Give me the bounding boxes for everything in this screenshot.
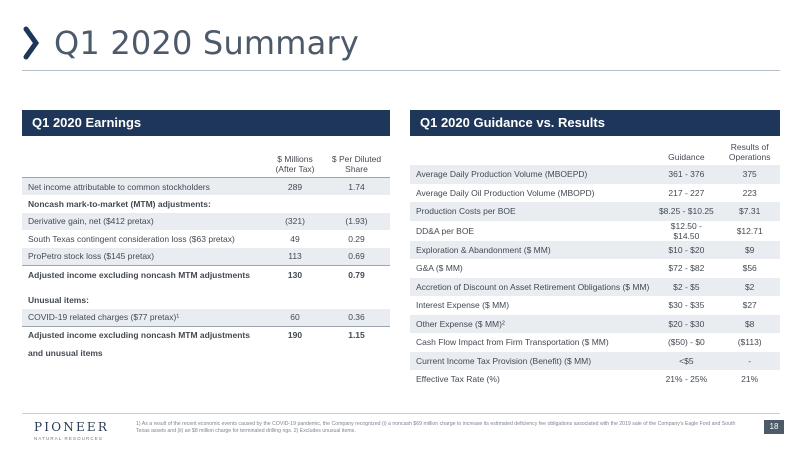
chevron-right-icon — [23, 26, 40, 60]
pioneer-logo: PIONEER NATURAL RESOURCES — [34, 420, 114, 444]
table-row: Other Expense ($ MM)² $20 - $30 $8 — [410, 314, 780, 333]
guidance-header: Q1 2020 Guidance vs. Results — [410, 110, 780, 136]
page-number: 18 — [764, 420, 784, 434]
table-row: Accretion of Discount on Asset Retiremen… — [410, 277, 780, 296]
table-row: Noncash mark-to-market (MTM) adjustments… — [28, 198, 211, 209]
footer-divider — [22, 413, 780, 414]
table-row: Derivative gain, net ($412 pretax) (321)… — [22, 212, 390, 231]
earnings-panel: Q1 2020 Earnings $ Millions (After Tax) … — [22, 110, 390, 361]
table-row: Current Income Tax Provision (Benefit) (… — [410, 351, 780, 370]
col-results-header: Results of Operations — [728, 142, 771, 162]
logo-name: PIONEER — [34, 420, 110, 434]
earnings-table: $ Millions (After Tax) $ Per Diluted Sha… — [22, 154, 390, 361]
table-row: Cash Flow Impact from Firm Transportatio… — [416, 337, 762, 348]
table-row: G&A ($ MM) $72 - $82 $56 — [416, 263, 757, 274]
table-row: DD&A per BOE $12.50 - $14.50 $12.71 — [416, 220, 763, 241]
table-row: South Texas contingent consideration los… — [28, 234, 365, 245]
table-row: Average Daily Oil Production Volume (MBO… — [416, 187, 757, 198]
earnings-header: Q1 2020 Earnings — [22, 110, 390, 136]
footnote: 1) As a result of the recent economic ev… — [136, 421, 736, 434]
col-per-share-header: $ Per Diluted Share — [331, 154, 382, 174]
table-row: Adjusted income excluding noncash MTM ad… — [22, 325, 390, 344]
table-row: Interest Expense ($ MM) $30 - $35 $27 — [416, 300, 757, 311]
table-row: Unusual items: — [28, 294, 89, 305]
guidance-table: Guidance Results of Operations Average D… — [410, 142, 780, 389]
col-millions-header: $ Millions (After Tax) — [275, 154, 315, 174]
title-divider — [22, 70, 780, 71]
col-guidance-header: Guidance — [668, 152, 705, 162]
table-row: and unusual items — [28, 347, 103, 358]
table-row: Exploration & Abandonment ($ MM) $10 - $… — [410, 240, 780, 259]
page-title: Q1 2020 Summary — [54, 24, 359, 62]
table-row: Net income attributable to common stockh… — [22, 177, 390, 196]
table-row: Average Daily Production Volume (MBOEPD)… — [410, 165, 780, 184]
guidance-panel: Q1 2020 Guidance vs. Results Guidance Re… — [410, 110, 780, 389]
table-row: Adjusted income excluding noncash MTM ad… — [22, 264, 390, 284]
title-row: Q1 2020 Summary — [22, 18, 359, 68]
table-row: ProPetro stock loss ($145 pretax) 113 0.… — [22, 247, 390, 266]
table-row: Effective Tax Rate (%) 21% - 25% 21% — [416, 374, 759, 385]
table-row: COVID-19 related charges ($77 pretax)¹ 6… — [22, 308, 390, 327]
logo-subtitle: NATURAL RESOURCES — [34, 436, 103, 441]
table-row: Production Costs per BOE $8.25 - $10.25 … — [410, 202, 780, 221]
